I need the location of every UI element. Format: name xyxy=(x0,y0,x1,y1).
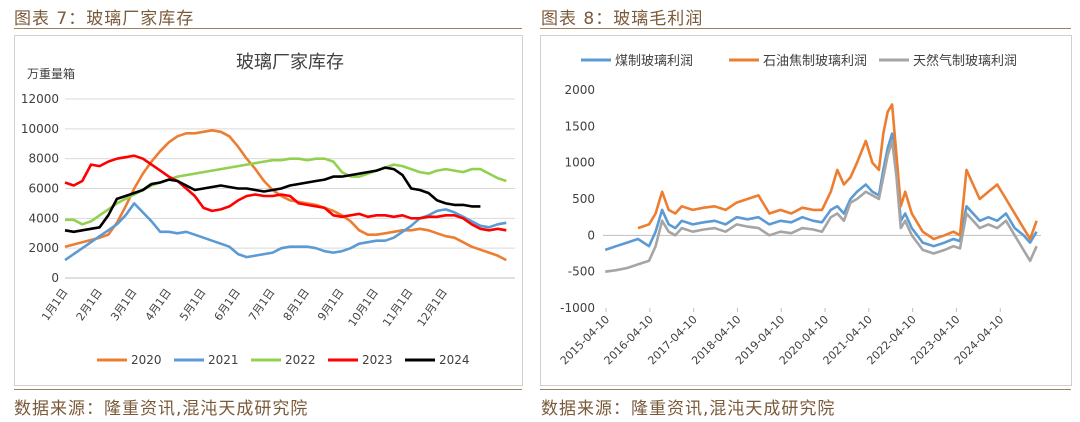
profit-chart-panel: -1000 -500 0 500 1000 1500 2000 2015-04-10 2016-… xyxy=(540,35,1072,386)
y-tick-label: 2000 xyxy=(564,83,595,97)
x-tick-label: 11月1日 xyxy=(380,286,415,329)
x-tick-label: 5月1日 xyxy=(177,286,208,323)
right-title-rule xyxy=(540,28,1071,29)
x-tick-label: 6月1日 xyxy=(212,286,243,323)
y-tick-label: 6000 xyxy=(28,182,59,196)
y-tick-label: 500 xyxy=(572,192,595,206)
series-line-2024 xyxy=(64,166,481,234)
y-tick-label: -500 xyxy=(568,265,595,279)
legend-label-2024: 2024 xyxy=(439,353,470,367)
x-tick-label: 10月1日 xyxy=(346,286,381,329)
y-axis-label: 万重量箱 xyxy=(27,66,75,81)
series-line-2021 xyxy=(64,202,507,262)
legend-label-2023: 2023 xyxy=(362,353,393,367)
y-tick-label: 1000 xyxy=(564,156,595,170)
y-tick-label: 10000 xyxy=(21,122,59,136)
y-tick-label: -1000 xyxy=(560,301,595,315)
left-figure-title: 图表 7：玻璃厂家库存 xyxy=(14,9,195,29)
x-tick-label: 7月1日 xyxy=(246,286,277,323)
right-data-source: 数据来源：隆重资讯,混沌天成研究院 xyxy=(541,399,836,419)
y-tick-label: 0 xyxy=(587,228,595,242)
legend-label-天然气制玻璃利润: 天然气制玻璃利润 xyxy=(913,53,1017,69)
x-tick-label: 9月1日 xyxy=(315,286,346,323)
x-tick-label: 1月1日 xyxy=(39,286,70,323)
legend-label-2020: 2020 xyxy=(131,353,162,367)
profit-chart: -1000-50005001000150020002015-04-102016-… xyxy=(558,53,1041,367)
left-data-source: 数据来源：隆重资讯,混沌天成研究院 xyxy=(14,399,309,419)
left-source-rule xyxy=(14,389,522,390)
legend-label-2022: 2022 xyxy=(285,353,316,367)
x-tick-label: 2月1日 xyxy=(74,286,105,323)
right-figure-title: 图表 8：玻璃毛利润 xyxy=(541,9,704,29)
y-tick-label: 0 xyxy=(51,271,59,285)
y-tick-label: 1500 xyxy=(564,119,595,133)
y-tick-label: 12000 xyxy=(21,92,59,106)
series-line-石油焦制玻璃利润 xyxy=(637,103,1038,241)
legend-label-煤制玻璃利润: 煤制玻璃利润 xyxy=(615,54,693,69)
x-tick-label: 3月1日 xyxy=(108,286,139,323)
right-source-rule xyxy=(540,389,1071,390)
y-tick-label: 8000 xyxy=(28,152,59,166)
y-tick-label: 4000 xyxy=(28,211,59,225)
series-line-2022 xyxy=(65,157,507,226)
legend-label-2021: 2021 xyxy=(208,353,239,367)
x-tick-label: 12月1日 xyxy=(415,286,450,329)
y-tick-label: 2000 xyxy=(28,241,59,255)
chart-title: 玻璃厂家库存 xyxy=(236,52,344,73)
series-line-煤制玻璃利润 xyxy=(604,132,1038,252)
inventory-chart-panel: 玻璃厂家库存万重量箱 0 2000 4000 6000 8000 10000 12000 1月1… xyxy=(14,35,523,386)
series-line-天然气制玻璃利润 xyxy=(605,139,1038,273)
series-line-2023 xyxy=(64,154,507,232)
left-title-rule xyxy=(14,28,522,29)
legend-label-石油焦制玻璃利润: 石油焦制玻璃利润 xyxy=(763,54,867,69)
x-tick-label: 8月1日 xyxy=(281,286,312,323)
x-tick-label: 4月1日 xyxy=(143,286,174,323)
